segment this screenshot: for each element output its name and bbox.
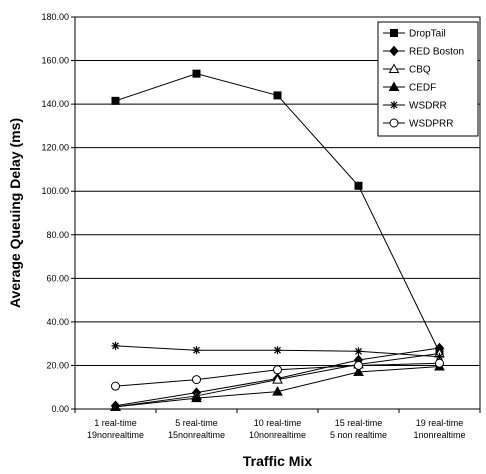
data-point [111, 96, 120, 105]
data-point [389, 118, 399, 128]
y-tick-label: 160.00 [41, 56, 69, 66]
data-point [389, 45, 399, 57]
x-tick-label: 19 real-time 1nonrealtime [413, 418, 465, 440]
y-tick-label: 80.00 [46, 230, 69, 240]
legend-label: CBQ [409, 65, 431, 76]
data-point [354, 347, 363, 356]
x-tick-label-line: 1 real-time [94, 418, 137, 428]
legend-label: WSDRR [409, 101, 447, 112]
legend-label: RED Boston [409, 47, 464, 58]
data-point [388, 63, 400, 73]
x-axis-ticks: 1 real-time 19nonrealtime 5 real-time 15non… [74, 409, 481, 440]
data-point [388, 81, 400, 91]
legend-label: WSDPRR [409, 119, 453, 130]
x-tick-label-line: 10nonrealtime [249, 430, 306, 440]
legend-label: DropTail [409, 29, 446, 40]
data-point [354, 360, 363, 370]
legend-box [377, 21, 479, 137]
y-tick-label: 120.00 [41, 143, 69, 153]
series-wsdrr [111, 341, 444, 361]
y-tick-label: 180.00 [41, 12, 69, 22]
data-point [354, 181, 363, 190]
data-point [192, 69, 201, 78]
data-point [192, 375, 201, 385]
x-tick-label: 5 real-time 15nonrealtime [168, 418, 225, 440]
data-point [191, 392, 202, 403]
data-point [111, 341, 120, 350]
y-axis-ticks: 0.00 20.00 40.00 60.00 80.00 100.00 120.00 140.… [41, 12, 75, 414]
legend-entry: CBQ [383, 63, 431, 76]
legend-entry: CEDF [383, 81, 436, 94]
y-tick-label: 40.00 [46, 317, 69, 327]
series-lines [110, 69, 445, 411]
legend-entry: DropTail [383, 29, 446, 40]
legend-label: CEDF [409, 83, 436, 94]
data-point [273, 346, 282, 355]
x-tick-label-line: 19 real-time [416, 418, 464, 428]
x-tick-label-line: 19nonrealtime [87, 430, 144, 440]
y-axis-title: Average Queuing Delay (ms) [7, 118, 23, 308]
data-point [192, 346, 201, 355]
series-cbq [110, 347, 445, 411]
plot-area-frame [74, 16, 481, 410]
x-tick-label-line: 10 real-time [254, 418, 302, 428]
x-tick-label-line: 5 non realtime [330, 430, 387, 440]
legend: DropTail RED Boston CBQ CEDF WSDRR WSDPRR [377, 21, 479, 137]
x-tick-label: 15 real-time 5 non realtime [330, 418, 387, 440]
x-tick-label-line: 5 real-time [175, 418, 218, 428]
y-tick-label: 20.00 [46, 360, 69, 370]
x-axis-title: Traffic Mix [243, 453, 312, 469]
x-tick-label-line: 15nonrealtime [168, 430, 225, 440]
x-tick-label-line: 15 real-time [335, 418, 383, 428]
x-tick-label: 10 real-time 10nonrealtime [249, 418, 306, 440]
data-point [390, 29, 398, 37]
data-point [110, 401, 121, 411]
y-tick-label: 100.00 [41, 186, 69, 196]
data-point [273, 91, 282, 100]
y-tick-label: 0.00 [51, 404, 69, 414]
data-point [353, 366, 364, 376]
series-wsdprr [111, 358, 444, 391]
legend-entry: RED Boston [383, 45, 464, 58]
x-tick-label: 1 real-time 19nonrealtime [87, 418, 144, 440]
data-point [111, 381, 120, 391]
y-tick-label: 60.00 [46, 273, 69, 283]
data-point [272, 386, 283, 396]
legend-entry: WSDRR [383, 101, 447, 112]
legend-entry: WSDPRR [383, 118, 453, 130]
data-point [273, 365, 282, 375]
data-point [390, 101, 398, 109]
data-point [272, 374, 283, 384]
y-tick-label: 140.00 [41, 99, 69, 109]
x-tick-label-line: 1nonrealtime [413, 430, 465, 440]
data-point [435, 358, 444, 368]
